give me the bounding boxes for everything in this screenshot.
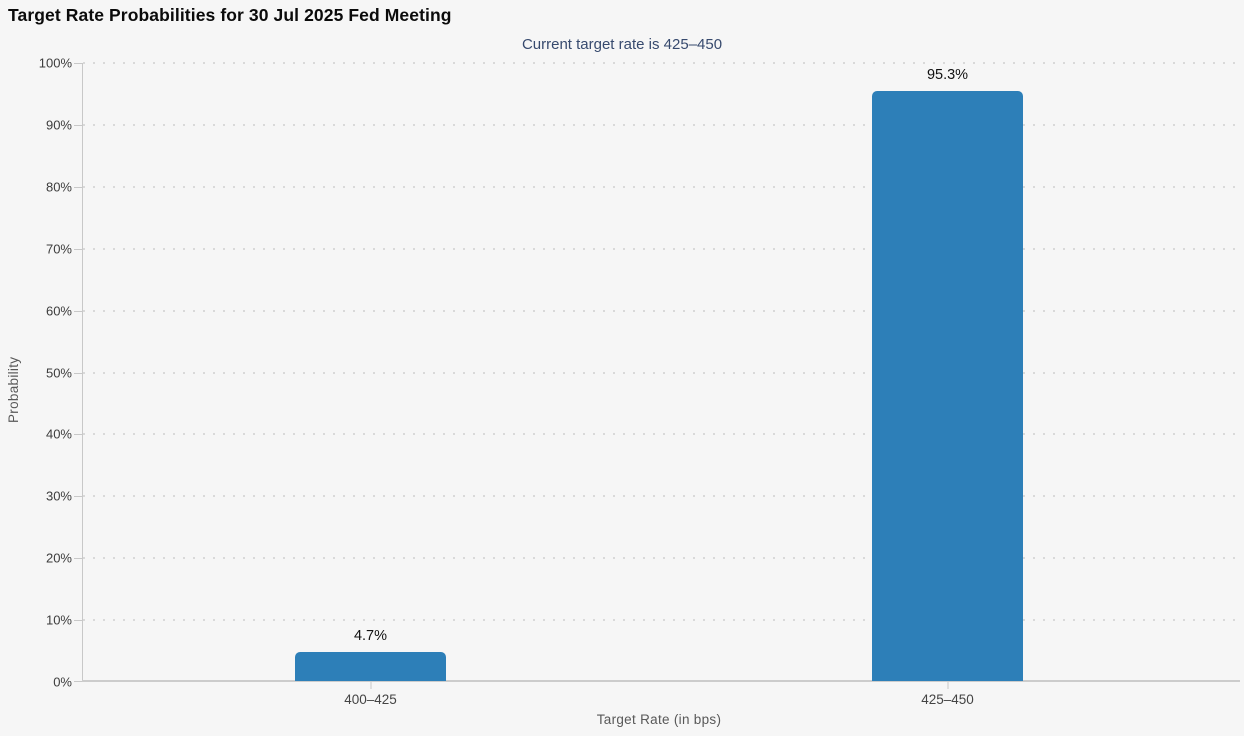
y-tick-label: 60% [45, 303, 72, 319]
y-tick-label: 30% [45, 488, 72, 504]
bar-value-label: 4.7% [353, 627, 388, 644]
gridline-20pct [83, 557, 1240, 560]
gridline-60pct [83, 309, 1240, 312]
y-tick-label: 90% [45, 117, 72, 133]
gridline-10pct [83, 619, 1240, 622]
y-tick-mark [74, 558, 82, 560]
x-tick-label: 400–425 [344, 692, 397, 707]
x-axis-title: Target Rate (in bps) [596, 712, 722, 727]
chart-subtitle: Current target rate is 425–450 [521, 36, 723, 53]
y-tick-label: 50% [45, 365, 72, 380]
gridline-30pct [83, 495, 1240, 498]
y-tick-mark [74, 63, 82, 64]
y-tick-mark [74, 434, 82, 436]
y-tick-label: 100% [38, 55, 72, 71]
y-tick-label: 40% [45, 426, 72, 442]
gridline-90pct [83, 123, 1240, 126]
y-tick-label: 10% [45, 612, 72, 628]
y-tick-mark [74, 186, 82, 188]
y-tick-mark [74, 124, 82, 126]
gridline-70pct [83, 247, 1240, 250]
gridline-80pct [83, 185, 1240, 188]
y-tick-label: 20% [45, 550, 72, 566]
x-tick-mark [947, 682, 948, 689]
y-axis-title: Probability [6, 356, 21, 424]
y-tick-label: 80% [45, 179, 72, 195]
probability-bar [872, 91, 1023, 681]
x-tick-mark [370, 682, 371, 689]
gridline-50pct [83, 371, 1240, 374]
plot-area: 0% 10% 20% 30% 40% 50% 60% 70% 80% 90% 100% 4.7% 400… [39, 56, 1240, 707]
x-tick-label: 425–450 [921, 692, 974, 707]
y-tick-label: 70% [45, 241, 72, 257]
y-tick-mark [74, 310, 82, 312]
y-tick-label: 0% [53, 674, 72, 690]
y-tick-mark [74, 681, 82, 682]
probability-bar [295, 651, 446, 681]
y-tick-mark [74, 496, 82, 498]
gridline-100pct [83, 62, 1240, 64]
x-axis-line [82, 680, 1240, 682]
y-tick-mark [74, 372, 82, 374]
y-axis-line [82, 63, 83, 682]
chart-title: Target Rate Probabilities for 30 Jul 202… [8, 5, 452, 25]
bar-value-label: 95.3% [926, 67, 969, 84]
y-tick-mark [74, 620, 82, 622]
gridline-40pct [83, 433, 1240, 436]
y-tick-mark [74, 248, 82, 250]
